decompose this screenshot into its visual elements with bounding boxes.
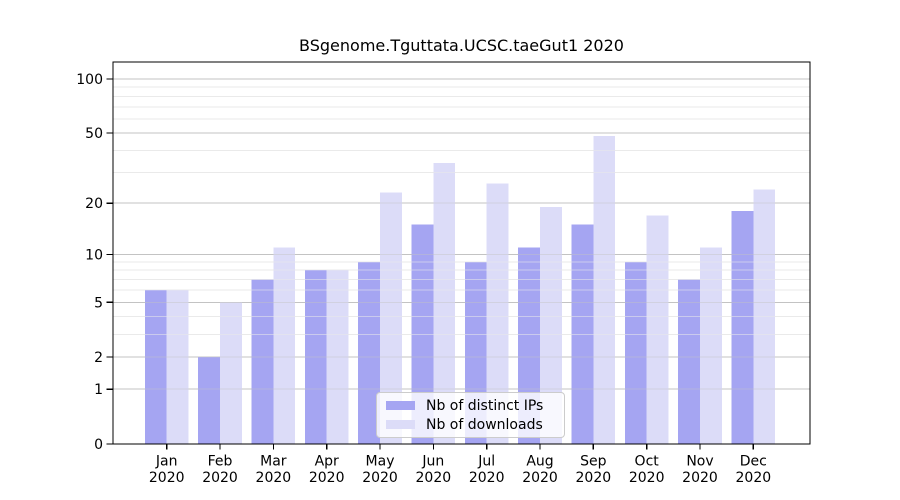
bar-ips-feb <box>198 357 221 444</box>
y-tick-label: 0 <box>94 437 103 453</box>
legend-label-distinct-ips: Nb of distinct IPs <box>426 397 544 414</box>
x-tick-label: Apr 2020 <box>309 454 345 487</box>
legend-swatch-downloads <box>386 420 415 429</box>
bar-ips-apr <box>304 270 327 444</box>
bar-ips-oct <box>624 261 647 444</box>
y-tick-label: 10 <box>85 247 103 263</box>
x-tick-label: Jan 2020 <box>149 454 185 487</box>
bar-downloads-apr <box>326 270 349 444</box>
x-tick-label: Aug 2020 <box>522 454 558 487</box>
chart-title: BSgenome.Tguttata.UCSC.taeGut1 2020 <box>299 36 624 55</box>
x-tick-label: Mar 2020 <box>256 454 292 487</box>
x-tick-label: Jun 2020 <box>416 454 452 487</box>
bar-downloads-may <box>380 192 402 444</box>
bar-downloads-jun <box>433 162 456 445</box>
y-tick-label: 100 <box>76 72 103 88</box>
bar-ips-may <box>358 261 381 444</box>
y-tick-label: 2 <box>94 350 103 366</box>
bar-ips-jan <box>144 290 167 444</box>
bar-ips-mar <box>251 279 274 444</box>
bar-downloads-feb <box>220 302 242 444</box>
x-tick-label: Sep 2020 <box>576 454 612 487</box>
bar-downloads-mar <box>273 247 296 444</box>
legend-item-downloads: Nb of downloads <box>386 417 555 433</box>
legend-swatch-distinct-ips <box>386 401 415 410</box>
legend: Nb of distinct IPs Nb of downloads <box>376 392 565 438</box>
x-tick-label: Jul 2020 <box>469 454 505 487</box>
legend-item-distinct-ips: Nb of distinct IPs <box>386 398 555 414</box>
bar-downloads-nov <box>700 247 722 444</box>
x-tick-label: Dec 2020 <box>736 454 772 487</box>
y-tick-label: 5 <box>94 295 103 311</box>
y-tick-label: 1 <box>94 382 103 398</box>
x-tick-label: Feb 2020 <box>202 454 238 487</box>
y-tick-label: 20 <box>85 196 103 212</box>
bar-ips-nov <box>678 279 700 444</box>
bar-downloads-aug <box>540 207 562 444</box>
bar-downloads-oct <box>646 215 669 444</box>
axes-box <box>112 61 811 445</box>
x-tick-label: Oct 2020 <box>629 454 665 487</box>
x-tick-label: Nov 2020 <box>682 454 718 487</box>
x-tick-label: May 2020 <box>362 454 398 487</box>
y-tick-label: 50 <box>85 126 103 142</box>
bar-downloads-jul <box>486 183 509 444</box>
legend-label-downloads: Nb of downloads <box>426 416 543 433</box>
bar-ips-dec <box>731 211 754 444</box>
bar-downloads-jan <box>166 290 189 444</box>
